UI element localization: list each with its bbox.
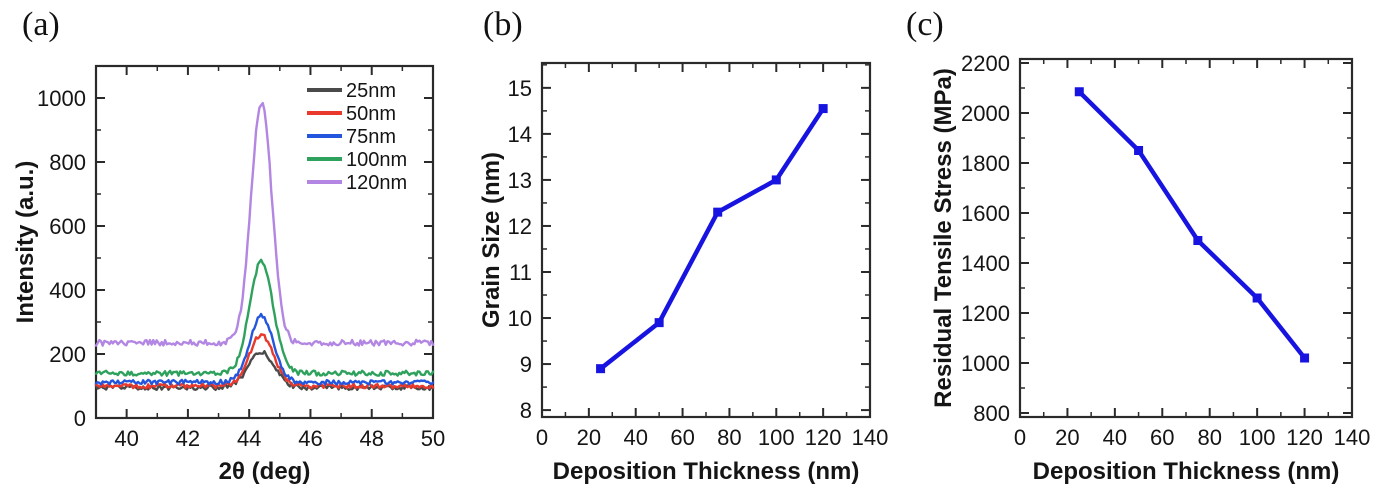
data-point-marker xyxy=(771,175,781,185)
legend-item-25nm: 25nm xyxy=(307,80,396,102)
deposition-thickness-axis-label-b: Deposition Thickness (nm) xyxy=(552,458,860,485)
svg-text:80: 80 xyxy=(717,425,741,450)
panel-label-a: (a) xyxy=(22,6,60,43)
data-point-marker xyxy=(654,318,664,328)
plot-area: 0 20 40 60 80 100 120 140 800 1000 1200 1400 1600 180… xyxy=(961,51,1370,450)
svg-text:0: 0 xyxy=(1014,425,1026,450)
svg-text:2000: 2000 xyxy=(961,101,1010,126)
legend-item-50nm: 50nm xyxy=(307,103,396,125)
axis-ticks xyxy=(1019,59,1353,417)
data-point-marker xyxy=(1252,293,1262,303)
svg-text:14: 14 xyxy=(508,122,532,147)
deposition-thickness-axis-label-c: Deposition Thickness (nm) xyxy=(1032,458,1340,485)
panel-label-c: (c) xyxy=(906,6,944,43)
svg-text:140: 140 xyxy=(852,425,889,450)
svg-text:42: 42 xyxy=(176,426,200,451)
tick-labels: 0 20 40 60 80 100 120 140 8 9 10 11 12 13 14 15 xyxy=(508,76,889,450)
svg-text:50: 50 xyxy=(421,426,445,451)
svg-text:0: 0 xyxy=(74,406,86,431)
svg-text:13: 13 xyxy=(508,168,532,193)
svg-text:60: 60 xyxy=(670,425,694,450)
plot-area: 0 20 40 60 80 100 120 140 8 9 10 11 12 13 14 15 xyxy=(508,61,889,450)
legend-item-100nm: 100nm xyxy=(307,149,407,171)
legend-label: 50nm xyxy=(346,103,396,125)
svg-text:120: 120 xyxy=(805,425,842,450)
tick-labels: 0 20 40 60 80 100 120 140 800 1000 1200 1400 1600 180… xyxy=(961,51,1370,450)
svg-text:40: 40 xyxy=(114,426,138,451)
data-point-marker xyxy=(713,207,723,217)
svg-text:48: 48 xyxy=(359,426,383,451)
svg-text:46: 46 xyxy=(298,426,322,451)
legend-label: 75nm xyxy=(346,126,396,148)
svg-text:2200: 2200 xyxy=(961,51,1010,76)
spectrum-120nm xyxy=(94,101,435,347)
svg-text:1600: 1600 xyxy=(961,201,1010,226)
data-point-marker xyxy=(1300,353,1310,363)
svg-text:1000: 1000 xyxy=(961,351,1010,376)
svg-text:140: 140 xyxy=(1334,425,1371,450)
svg-text:1000: 1000 xyxy=(37,86,86,111)
legend-label: 120nm xyxy=(346,172,407,194)
tick-labels: 40 42 44 46 48 50 0 200 400 600 800 1000 xyxy=(37,86,445,451)
data-point-marker xyxy=(818,104,828,114)
svg-text:60: 60 xyxy=(1150,425,1174,450)
svg-text:40: 40 xyxy=(623,425,647,450)
svg-text:1800: 1800 xyxy=(961,151,1010,176)
data-point-marker xyxy=(1134,146,1144,155)
svg-text:800: 800 xyxy=(49,150,86,175)
spectrum-50nm xyxy=(94,333,435,390)
svg-text:120: 120 xyxy=(1286,425,1323,450)
svg-text:800: 800 xyxy=(973,401,1010,426)
svg-text:15: 15 xyxy=(508,76,532,101)
data-point-marker xyxy=(596,364,606,374)
svg-text:600: 600 xyxy=(49,214,86,239)
plot-frame xyxy=(1018,57,1354,419)
svg-text:0: 0 xyxy=(536,425,548,450)
svg-text:8: 8 xyxy=(520,398,532,423)
axis-ticks xyxy=(95,65,434,419)
svg-text:80: 80 xyxy=(1197,425,1221,450)
svg-text:1400: 1400 xyxy=(961,251,1010,276)
svg-text:40: 40 xyxy=(1103,425,1127,450)
spectrum-100nm xyxy=(94,258,435,377)
svg-text:400: 400 xyxy=(49,278,86,303)
svg-text:44: 44 xyxy=(237,426,261,451)
svg-text:200: 200 xyxy=(49,342,86,367)
svg-text:20: 20 xyxy=(1055,425,1079,450)
svg-text:20: 20 xyxy=(577,425,601,450)
legend-label: 100nm xyxy=(346,149,407,171)
plot-area: 40 42 44 46 48 50 0 200 400 600 800 1000 25nm50nm75n… xyxy=(37,64,445,451)
legend-item-75nm: 75nm xyxy=(307,126,396,148)
panel-label-b: (b) xyxy=(483,6,523,43)
stress-axis-label: Residual Tensile Stress (MPa) xyxy=(930,68,957,408)
intensity-axis-label: Intensity (a.u.) xyxy=(12,160,39,324)
data-point-marker xyxy=(1193,236,1203,245)
grain-size-axis-label: Grain Size (nm) xyxy=(478,151,505,329)
axis-ticks xyxy=(541,63,871,417)
legend-label: 25nm xyxy=(346,80,396,102)
plot-frame xyxy=(94,64,435,420)
two-theta-axis-label: 2θ (deg) xyxy=(218,458,311,485)
svg-text:12: 12 xyxy=(508,214,532,239)
data-line xyxy=(1077,90,1307,360)
svg-text:100: 100 xyxy=(1239,425,1276,450)
svg-text:100: 100 xyxy=(758,425,795,450)
legend-item-120nm: 120nm xyxy=(307,172,407,194)
svg-text:11: 11 xyxy=(509,260,532,285)
svg-text:9: 9 xyxy=(520,352,532,377)
data-point-marker xyxy=(1074,87,1084,97)
spectrum-75nm xyxy=(94,312,435,386)
svg-text:10: 10 xyxy=(508,306,532,331)
svg-text:1200: 1200 xyxy=(961,301,1010,326)
